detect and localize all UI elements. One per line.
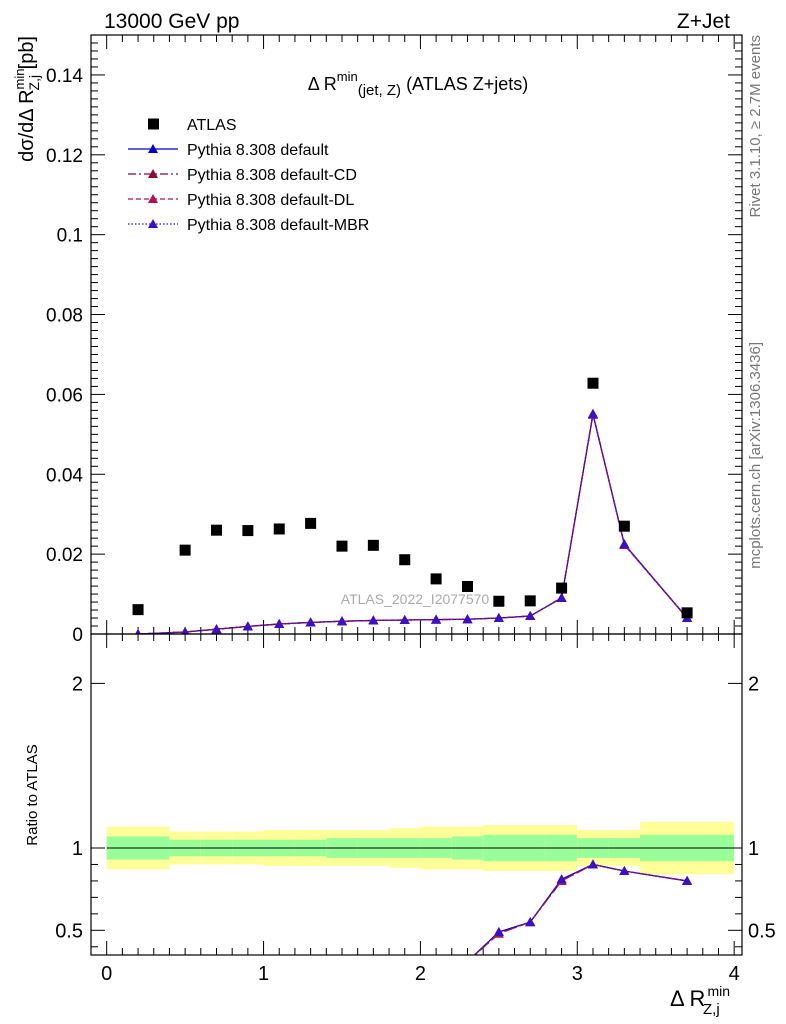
data-point — [399, 554, 411, 566]
main-ylabel: dσ/dΔ RminZ,j [pb] — [12, 36, 42, 162]
main-series-marker — [525, 611, 536, 621]
title-sub: (jet, Z) — [358, 82, 401, 99]
main-series-marker — [493, 613, 504, 623]
title-prefix: Δ R — [308, 74, 337, 94]
ratio-ytick-label-right: 1 — [748, 838, 759, 860]
legend-marker — [148, 169, 158, 178]
legend-marker — [148, 144, 158, 153]
data-point — [132, 604, 144, 616]
ratio-ylabel: Ratio to ATLAS — [24, 744, 41, 845]
ratio-panel: 0 1 2 3 4 0.5 0.5 1 1 2 2 — [55, 633, 776, 985]
main-series-marker — [274, 619, 285, 629]
data-point — [179, 544, 191, 556]
ylabel-sup: min — [12, 68, 27, 89]
ylabel-prefix: dσ/dΔ R — [16, 89, 38, 161]
main-series-marker — [181, 627, 190, 634]
header-left: 13000 GeV pp — [104, 10, 239, 33]
main-series-marker — [431, 614, 442, 624]
ratio-series-marker — [525, 917, 536, 927]
xlabel-prefix: Δ R — [670, 986, 705, 1011]
main-ytick-label: 0 — [72, 625, 83, 646]
ratio-xtick-label: 0 — [101, 963, 112, 985]
main-series-marker — [556, 593, 567, 603]
ratio-series-marker — [462, 957, 472, 966]
data-point — [524, 595, 536, 607]
ratio-series-marker — [462, 957, 472, 966]
main-ytick-label: 0.06 — [46, 385, 83, 406]
header-right: Z+Jet — [677, 10, 730, 33]
data-point — [242, 525, 254, 537]
title-suffix: (ATLAS Z+jets) — [401, 74, 528, 94]
title-sup: min — [337, 69, 358, 84]
ratio-series-marker — [587, 859, 598, 869]
main-series-marker — [587, 409, 598, 419]
ratio-xtick-label: 2 — [415, 963, 426, 985]
data-point — [618, 520, 630, 532]
ylabel-sub: Z,j — [26, 75, 42, 91]
legend-label: ATLAS — [187, 117, 237, 134]
ratio-ytick-label-left: 0.5 — [55, 920, 83, 942]
legend-label: Pythia 8.308 default-CD — [187, 167, 357, 184]
data-point — [681, 607, 693, 619]
mcplots-label: mcplots.cern.ch [arXiv:1306.3436] — [747, 342, 764, 569]
ratio-series-marker — [682, 875, 693, 885]
ratio-xtick-label: 1 — [258, 963, 269, 985]
ratio-xtick-label: 4 — [729, 963, 740, 985]
ratio-ytick-label-right: 0.5 — [748, 920, 776, 942]
data-point — [461, 580, 473, 592]
main-ytick-label: 0.02 — [46, 545, 83, 566]
main-series-marker — [462, 614, 473, 624]
ratio-ytick-label-left: 2 — [72, 673, 83, 695]
ratio-series-marker — [462, 957, 472, 966]
data-point — [336, 540, 348, 552]
main-series-marker — [336, 616, 347, 626]
ratio-series-marker — [493, 926, 504, 936]
legend-label: Pythia 8.308 default — [187, 142, 329, 159]
legend-marker — [148, 118, 159, 130]
legend-marker — [148, 219, 158, 228]
main-series-marker — [211, 624, 222, 634]
main-series-marker — [135, 629, 141, 634]
ylabel-suffix: [pb] — [16, 36, 38, 75]
data-point — [210, 524, 222, 536]
xlabel-sup: min — [707, 983, 730, 999]
data-point — [587, 377, 599, 389]
data-point — [493, 595, 505, 607]
main-series-marker — [399, 615, 410, 625]
main-ytick-label: 0.12 — [46, 146, 83, 167]
data-point — [305, 517, 317, 529]
watermark: ATLAS_2022_I2077570 — [341, 591, 490, 607]
ratio-series-marker — [462, 957, 472, 966]
main-mc-series — [135, 408, 693, 634]
main-series-marker — [368, 615, 379, 625]
data-point — [556, 582, 568, 594]
legend-label: Pythia 8.308 default-DL — [187, 192, 354, 209]
main-panel: 0 0.02 0.04 0.06 0.08 0.1 0.12 0.14 — [46, 34, 743, 646]
main-ytick-label: 0.04 — [46, 465, 83, 486]
main-series-marker — [242, 621, 253, 631]
legend: ATLAS Pythia 8.308 default Pythia 8.308 de… — [128, 117, 369, 234]
ratio-series-marker — [619, 866, 630, 876]
legend-marker — [148, 194, 158, 203]
ratio-frame — [90, 633, 743, 956]
data-point — [430, 573, 442, 585]
ratio-ytick-label-right: 2 — [748, 673, 759, 695]
xlabel-sub: Z,j — [703, 1001, 720, 1018]
ratio-ytick-label-left: 1 — [72, 838, 83, 860]
main-title: Δ Rmin(jet, Z) (ATLAS Z+jets) — [308, 69, 529, 99]
ratio-xtick-label: 3 — [572, 963, 583, 985]
data-point — [367, 539, 379, 551]
legend-label: Pythia 8.308 default-MBR — [187, 217, 369, 234]
main-ytick-label: 0.08 — [46, 306, 83, 327]
main-series-marker — [619, 539, 630, 549]
data-point — [273, 523, 285, 535]
main-ytick-label: 0.14 — [46, 66, 83, 87]
rivet-label: Rivet 3.1.10, ≥ 2.7M events — [747, 35, 764, 218]
main-series-marker — [305, 617, 316, 627]
ratio-mc-series — [462, 859, 693, 966]
ratio-series-marker — [556, 874, 567, 884]
main-ytick-label: 0.1 — [57, 226, 83, 247]
